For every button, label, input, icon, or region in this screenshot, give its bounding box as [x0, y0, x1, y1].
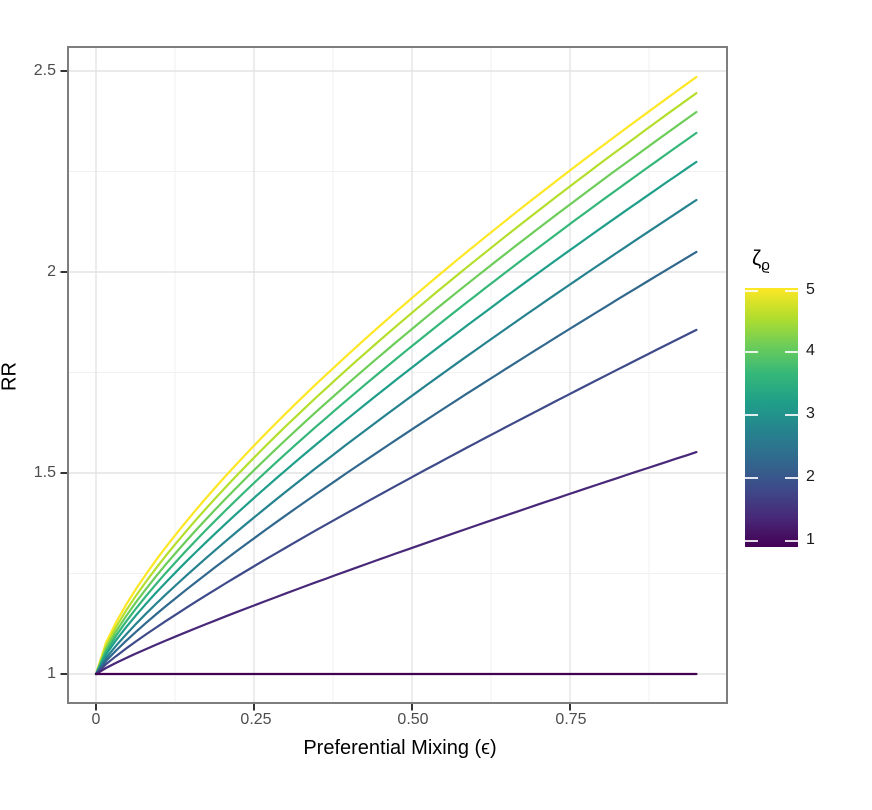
- major-gridlines: [68, 47, 727, 703]
- x-axis-title: Preferential Mixing (ϵ): [303, 737, 497, 759]
- x-tick-label-025: 0.25: [240, 711, 272, 728]
- colorbar-tick: [745, 477, 758, 480]
- legend-tick-label-2: 2: [806, 468, 815, 486]
- axis-tick-marks: [60, 70, 571, 711]
- panel-border: [67, 46, 728, 704]
- series-line-zeta-1.89: [94, 328, 698, 676]
- colorbar-tick: [785, 477, 798, 480]
- y-axis-title: RR: [0, 362, 21, 391]
- series-curves: [94, 75, 698, 676]
- colorbar-tick: [785, 290, 798, 292]
- y-tick-label-25: 2.5: [33, 62, 56, 79]
- series-line-zeta-4.11: [94, 110, 698, 676]
- colorbar-tick: [745, 540, 758, 543]
- series-line-zeta-1.44: [94, 451, 698, 676]
- series-line-zeta-3.67: [94, 131, 698, 676]
- series-line-zeta-4.56: [94, 91, 698, 676]
- x-tick-label-0: 0: [91, 711, 101, 728]
- colorbar-tick: [785, 540, 798, 543]
- series-line-zeta-5: [94, 75, 698, 676]
- x-tick-label-075: 0.75: [555, 711, 587, 728]
- y-tick-label-1: 1: [47, 665, 56, 682]
- x-tick-label-050: 0.50: [397, 711, 429, 728]
- y-tick-label-2: 2: [47, 263, 56, 280]
- y-tick-label-15: 1.5: [33, 464, 56, 481]
- series-line-zeta-3.22: [94, 160, 698, 676]
- colorbar-tick: [785, 351, 798, 354]
- legend-tick-label-3: 3: [806, 405, 815, 423]
- colorbar: [745, 288, 798, 547]
- colorbar-tick: [785, 414, 798, 417]
- series-line-zeta-2.78: [94, 198, 698, 676]
- colorbar-tick: [745, 290, 758, 292]
- legend-tick-label-1: 1: [806, 531, 815, 549]
- minor-gridlines: [68, 47, 727, 703]
- series-line-zeta-2.33: [94, 250, 698, 676]
- colorbar-tick: [745, 351, 758, 354]
- legend-tick-label-4: 4: [806, 342, 815, 360]
- legend-tick-label-5: 5: [806, 281, 815, 298]
- legend-title: ζϱ: [752, 247, 770, 275]
- colorbar-tick: [745, 414, 758, 417]
